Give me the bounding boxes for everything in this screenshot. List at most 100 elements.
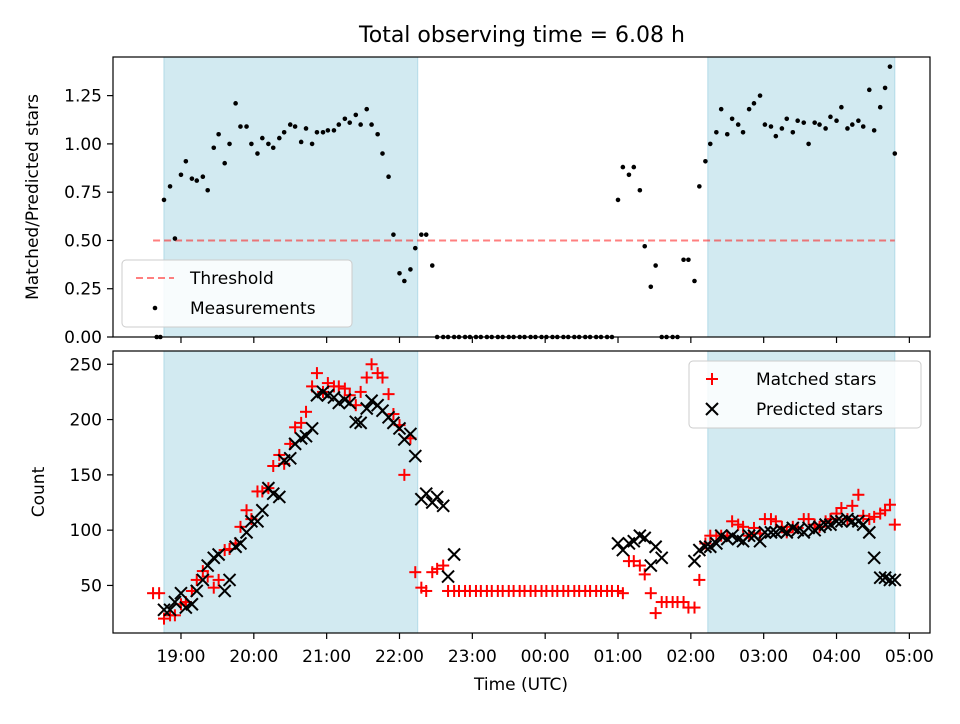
measurement-point bbox=[222, 160, 227, 166]
predicted-star-point bbox=[392, 421, 407, 436]
top-panel: 0.00 0.25 0.50 0.75 1.00 1.25 Matched/Predict… bbox=[23, 56, 931, 348]
matched-star-point bbox=[240, 504, 253, 517]
predicted-star-point bbox=[222, 573, 237, 587]
measurement-point bbox=[828, 114, 833, 120]
top-legend: Threshold Measurements bbox=[121, 259, 353, 328]
predicted-star-point bbox=[611, 536, 625, 551]
shaded-span bbox=[707, 56, 896, 338]
measurement-point bbox=[266, 141, 271, 147]
measurement-point bbox=[834, 118, 839, 124]
predicted-star-point bbox=[436, 499, 450, 513]
measurement-point bbox=[653, 263, 658, 268]
measurement-point bbox=[729, 116, 735, 122]
measurement-point bbox=[200, 174, 206, 180]
predicted-star-point bbox=[211, 547, 226, 562]
bottom-shaded-spans bbox=[163, 350, 896, 634]
measurement-point bbox=[648, 284, 654, 290]
matched-star-point bbox=[201, 570, 214, 583]
legend-predicted-swatch bbox=[705, 402, 719, 416]
predicted-stars-points bbox=[157, 385, 902, 617]
predicted-star-point bbox=[360, 401, 374, 416]
measurement-point bbox=[801, 120, 807, 125]
predicted-star-point bbox=[742, 528, 756, 543]
matched-star-point bbox=[688, 601, 701, 614]
predicted-star-point bbox=[250, 514, 265, 529]
bottom-axes-frame bbox=[112, 350, 931, 634]
measurement-point bbox=[211, 145, 217, 151]
measurement-point bbox=[429, 263, 435, 268]
predicted-star-point bbox=[200, 558, 215, 573]
bottom-y-tick-label: 50 bbox=[80, 576, 102, 596]
bottom-y-ticks: 50 100 150 200 250 bbox=[70, 355, 113, 596]
predicted-star-point bbox=[638, 531, 652, 545]
matched-star-point bbox=[693, 573, 706, 586]
measurement-point bbox=[740, 130, 746, 135]
measurement-point bbox=[260, 135, 265, 141]
measurement-point bbox=[178, 172, 184, 178]
measurement-point bbox=[642, 243, 648, 249]
measurement-point bbox=[856, 118, 861, 124]
legend-predicted-label: Predicted stars bbox=[756, 400, 883, 420]
measurement-point bbox=[255, 151, 260, 156]
bottom-panel: 50 100 150 200 250 19:00 20:00 21:00 22:00 23:00… bbox=[29, 350, 934, 695]
shaded-span bbox=[163, 350, 419, 634]
top-y-tick-label: 0.75 bbox=[64, 183, 102, 203]
matched-star-point bbox=[633, 559, 646, 572]
top-y-tick-label: 1.25 bbox=[64, 87, 102, 107]
top-y-tick-label: 1.00 bbox=[64, 135, 102, 155]
predicted-star-point bbox=[239, 525, 254, 540]
matched-star-point bbox=[888, 518, 901, 531]
measurement-point bbox=[408, 267, 413, 272]
predicted-star-point bbox=[856, 517, 870, 532]
matched-star-point bbox=[409, 566, 422, 579]
measurement-point bbox=[375, 131, 380, 137]
top-y-ticks: 0.00 0.25 0.50 0.75 1.00 1.25 bbox=[64, 87, 113, 348]
predicted-star-point bbox=[408, 449, 422, 463]
predicted-star-point bbox=[163, 603, 177, 617]
bottom-legend: Matched stars Predicted stars bbox=[688, 360, 922, 429]
predicted-star-point bbox=[244, 514, 259, 529]
predicted-star-point bbox=[343, 396, 357, 410]
predicted-star-point bbox=[349, 415, 363, 429]
measurement-point bbox=[227, 141, 232, 147]
matched-star-point bbox=[627, 555, 640, 568]
predicted-star-point bbox=[174, 586, 188, 600]
measurement-point bbox=[238, 124, 243, 129]
measurement-point bbox=[320, 130, 326, 135]
measurement-point bbox=[298, 139, 304, 145]
measurement-point bbox=[892, 151, 898, 156]
matched-star-point bbox=[207, 581, 220, 594]
legend-measurement-swatch bbox=[152, 305, 158, 311]
measurement-point bbox=[423, 232, 429, 237]
predicted-star-point bbox=[709, 536, 724, 551]
predicted-star-point bbox=[867, 551, 881, 565]
matched-star-point bbox=[190, 573, 203, 586]
predicted-star-point bbox=[845, 514, 860, 529]
matched-star-point bbox=[300, 405, 313, 418]
predicted-star-point bbox=[687, 554, 702, 568]
predicted-star-point bbox=[353, 416, 368, 430]
predicted-star-point bbox=[233, 536, 248, 551]
predicted-star-point bbox=[818, 517, 833, 532]
measurement-point bbox=[287, 122, 293, 127]
measurement-point bbox=[812, 120, 817, 125]
measurement-point bbox=[768, 124, 774, 129]
matched-star-point bbox=[365, 358, 378, 371]
measurement-point bbox=[795, 118, 800, 124]
matched-star-point bbox=[398, 468, 411, 481]
matched-star-point bbox=[295, 416, 308, 429]
measurement-point bbox=[364, 106, 370, 112]
measurement-point bbox=[325, 128, 331, 133]
predicted-star-point bbox=[196, 573, 210, 587]
matched-star-point bbox=[354, 385, 367, 398]
bottom-y-tick-label: 200 bbox=[70, 411, 102, 431]
measurement-point bbox=[347, 120, 353, 125]
measurement-point bbox=[194, 178, 200, 183]
measurement-point bbox=[839, 104, 844, 110]
x-axis-label: Time (UTC) bbox=[473, 675, 568, 695]
bottom-y-tick-label: 100 bbox=[70, 521, 102, 541]
predicted-star-point bbox=[648, 540, 663, 554]
matched-star-point bbox=[649, 607, 662, 620]
measurement-point bbox=[314, 130, 320, 135]
